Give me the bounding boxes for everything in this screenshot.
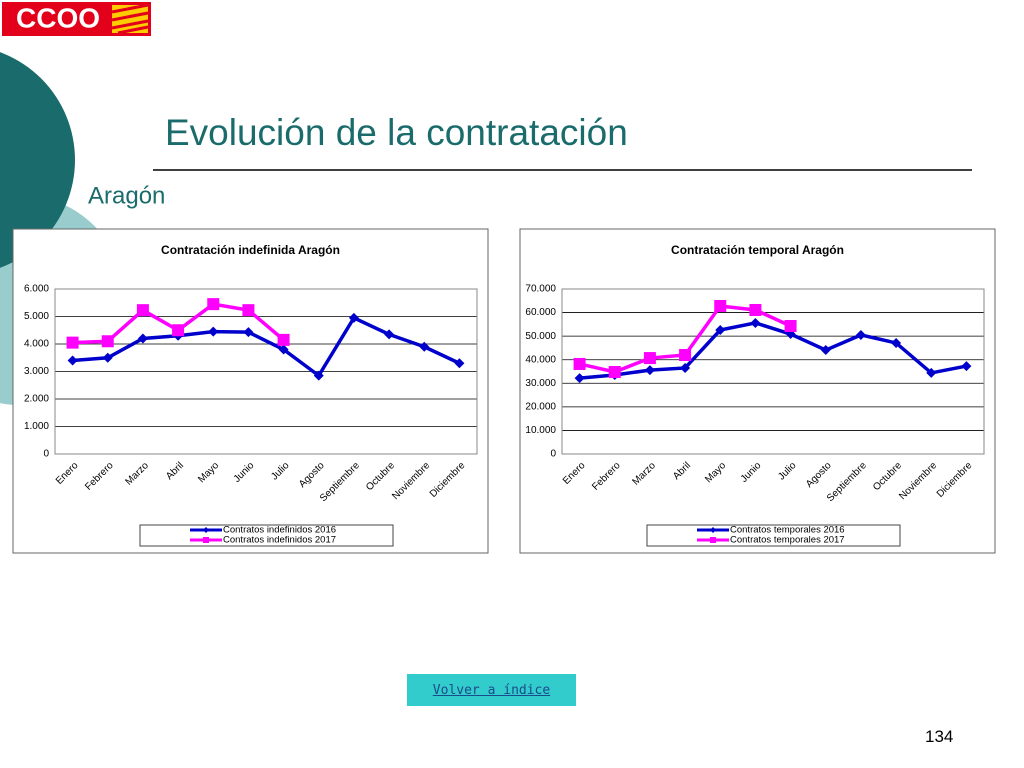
marker — [855, 329, 866, 340]
marker — [679, 349, 692, 361]
legend-marker — [710, 527, 716, 533]
y-tick-label: 0 — [43, 449, 49, 460]
marker — [715, 325, 726, 336]
y-tick-label: 40.000 — [525, 354, 556, 365]
marker — [961, 361, 972, 372]
slide-subtitle: Aragón — [88, 182, 165, 209]
legend-marker — [203, 527, 209, 533]
legend-label: Contratos indefinidos 2016 — [223, 525, 336, 536]
marker — [784, 320, 797, 333]
chart-title: Contratación indefinida Aragón — [161, 243, 340, 257]
marker — [277, 333, 290, 346]
marker — [67, 355, 78, 366]
marker — [136, 304, 149, 317]
y-tick-label: 50.000 — [525, 331, 556, 342]
legend-marker — [710, 537, 716, 543]
marker — [102, 352, 113, 363]
page-number: 134 — [925, 727, 954, 746]
marker — [66, 336, 79, 349]
y-tick-label: 3.000 — [24, 366, 49, 377]
plot-area — [54, 288, 478, 455]
marker — [680, 362, 691, 373]
slide-title: Evolución de la contratación — [165, 112, 628, 153]
y-tick-label: 10.000 — [525, 425, 556, 436]
marker — [750, 317, 761, 328]
marker — [243, 327, 254, 338]
marker — [313, 370, 324, 381]
marker — [419, 341, 430, 352]
marker — [643, 352, 656, 365]
marker — [278, 344, 289, 355]
y-tick-label: 4.000 — [24, 339, 49, 350]
marker — [749, 303, 762, 316]
y-tick-label: 30.000 — [525, 378, 556, 389]
y-tick-label: 70.000 — [525, 284, 556, 295]
marker — [820, 345, 831, 356]
marker — [348, 312, 359, 323]
marker — [644, 365, 655, 376]
y-tick-label: 60.000 — [525, 307, 556, 318]
marker — [384, 329, 395, 340]
marker — [926, 367, 937, 378]
marker — [208, 326, 219, 337]
y-tick-label: 5.000 — [24, 311, 49, 322]
legend-label: Contratos indefinidos 2017 — [223, 535, 336, 546]
marker — [454, 358, 465, 369]
legend-label: Contratos temporales 2017 — [730, 535, 845, 546]
marker — [242, 304, 255, 317]
chart-frame — [519, 228, 996, 554]
y-tick-label: 6.000 — [24, 284, 49, 295]
y-tick-label: 1.000 — [24, 421, 49, 432]
chart-title: Contratación temporal Aragón — [671, 243, 844, 257]
y-tick-label: 2.000 — [24, 394, 49, 405]
legend-label: Contratos temporales 2016 — [730, 525, 845, 536]
y-tick-label: 0 — [550, 449, 556, 460]
marker — [573, 357, 586, 370]
marker — [137, 333, 148, 344]
chart-frame — [12, 228, 489, 554]
plot-area — [561, 288, 985, 455]
marker — [714, 299, 727, 312]
logo-stripes — [111, 3, 149, 35]
marker — [172, 324, 185, 337]
marker — [574, 373, 585, 384]
decor-circle — [0, 52, 75, 268]
legend-marker — [203, 537, 209, 543]
logo-text: CCOO — [16, 2, 100, 33]
marker — [207, 298, 220, 311]
y-tick-label: 20.000 — [525, 401, 556, 412]
series-line — [72, 315, 461, 379]
series-line — [579, 321, 967, 380]
marker — [891, 337, 902, 348]
marker — [608, 365, 621, 378]
marker — [101, 335, 114, 348]
back-link[interactable]: Volver a índice — [407, 674, 576, 706]
